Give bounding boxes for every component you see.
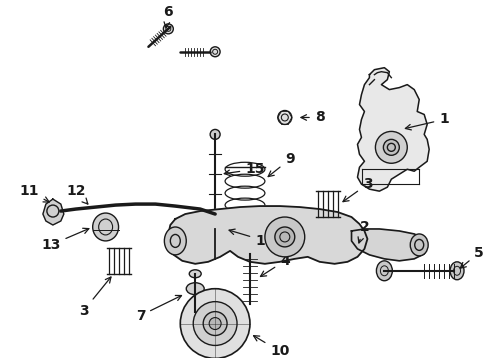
Polygon shape (351, 229, 427, 261)
Text: 2: 2 (358, 220, 369, 243)
Ellipse shape (164, 227, 186, 255)
Ellipse shape (188, 301, 202, 311)
Text: 1: 1 (405, 112, 449, 130)
Ellipse shape (410, 234, 428, 256)
Circle shape (163, 24, 173, 34)
Polygon shape (358, 68, 429, 191)
Text: 3: 3 (79, 277, 111, 318)
Text: 11: 11 (19, 184, 49, 202)
Circle shape (375, 131, 407, 163)
Ellipse shape (186, 283, 204, 295)
Text: 7: 7 (136, 296, 181, 323)
Ellipse shape (205, 216, 225, 242)
Text: 8: 8 (301, 111, 324, 125)
Polygon shape (169, 206, 368, 264)
Polygon shape (43, 199, 64, 225)
Text: 5: 5 (460, 246, 484, 268)
Ellipse shape (189, 270, 201, 278)
Text: 10: 10 (253, 336, 290, 359)
Text: 4: 4 (261, 254, 290, 276)
Text: 3: 3 (343, 177, 372, 202)
Text: 12: 12 (66, 184, 88, 204)
Circle shape (265, 217, 305, 257)
Text: 15: 15 (224, 162, 265, 176)
Circle shape (278, 111, 292, 125)
Text: 6: 6 (164, 5, 173, 28)
Circle shape (209, 318, 221, 329)
Circle shape (210, 129, 220, 139)
Ellipse shape (93, 213, 119, 241)
Text: 9: 9 (268, 152, 294, 177)
Text: 14: 14 (229, 229, 275, 248)
Circle shape (203, 312, 227, 336)
Ellipse shape (450, 262, 464, 280)
Circle shape (275, 227, 295, 247)
Circle shape (242, 243, 258, 259)
Circle shape (210, 47, 220, 57)
Circle shape (193, 302, 237, 346)
Ellipse shape (376, 261, 392, 281)
Circle shape (180, 289, 250, 359)
Text: 13: 13 (41, 228, 89, 252)
Circle shape (383, 139, 399, 155)
